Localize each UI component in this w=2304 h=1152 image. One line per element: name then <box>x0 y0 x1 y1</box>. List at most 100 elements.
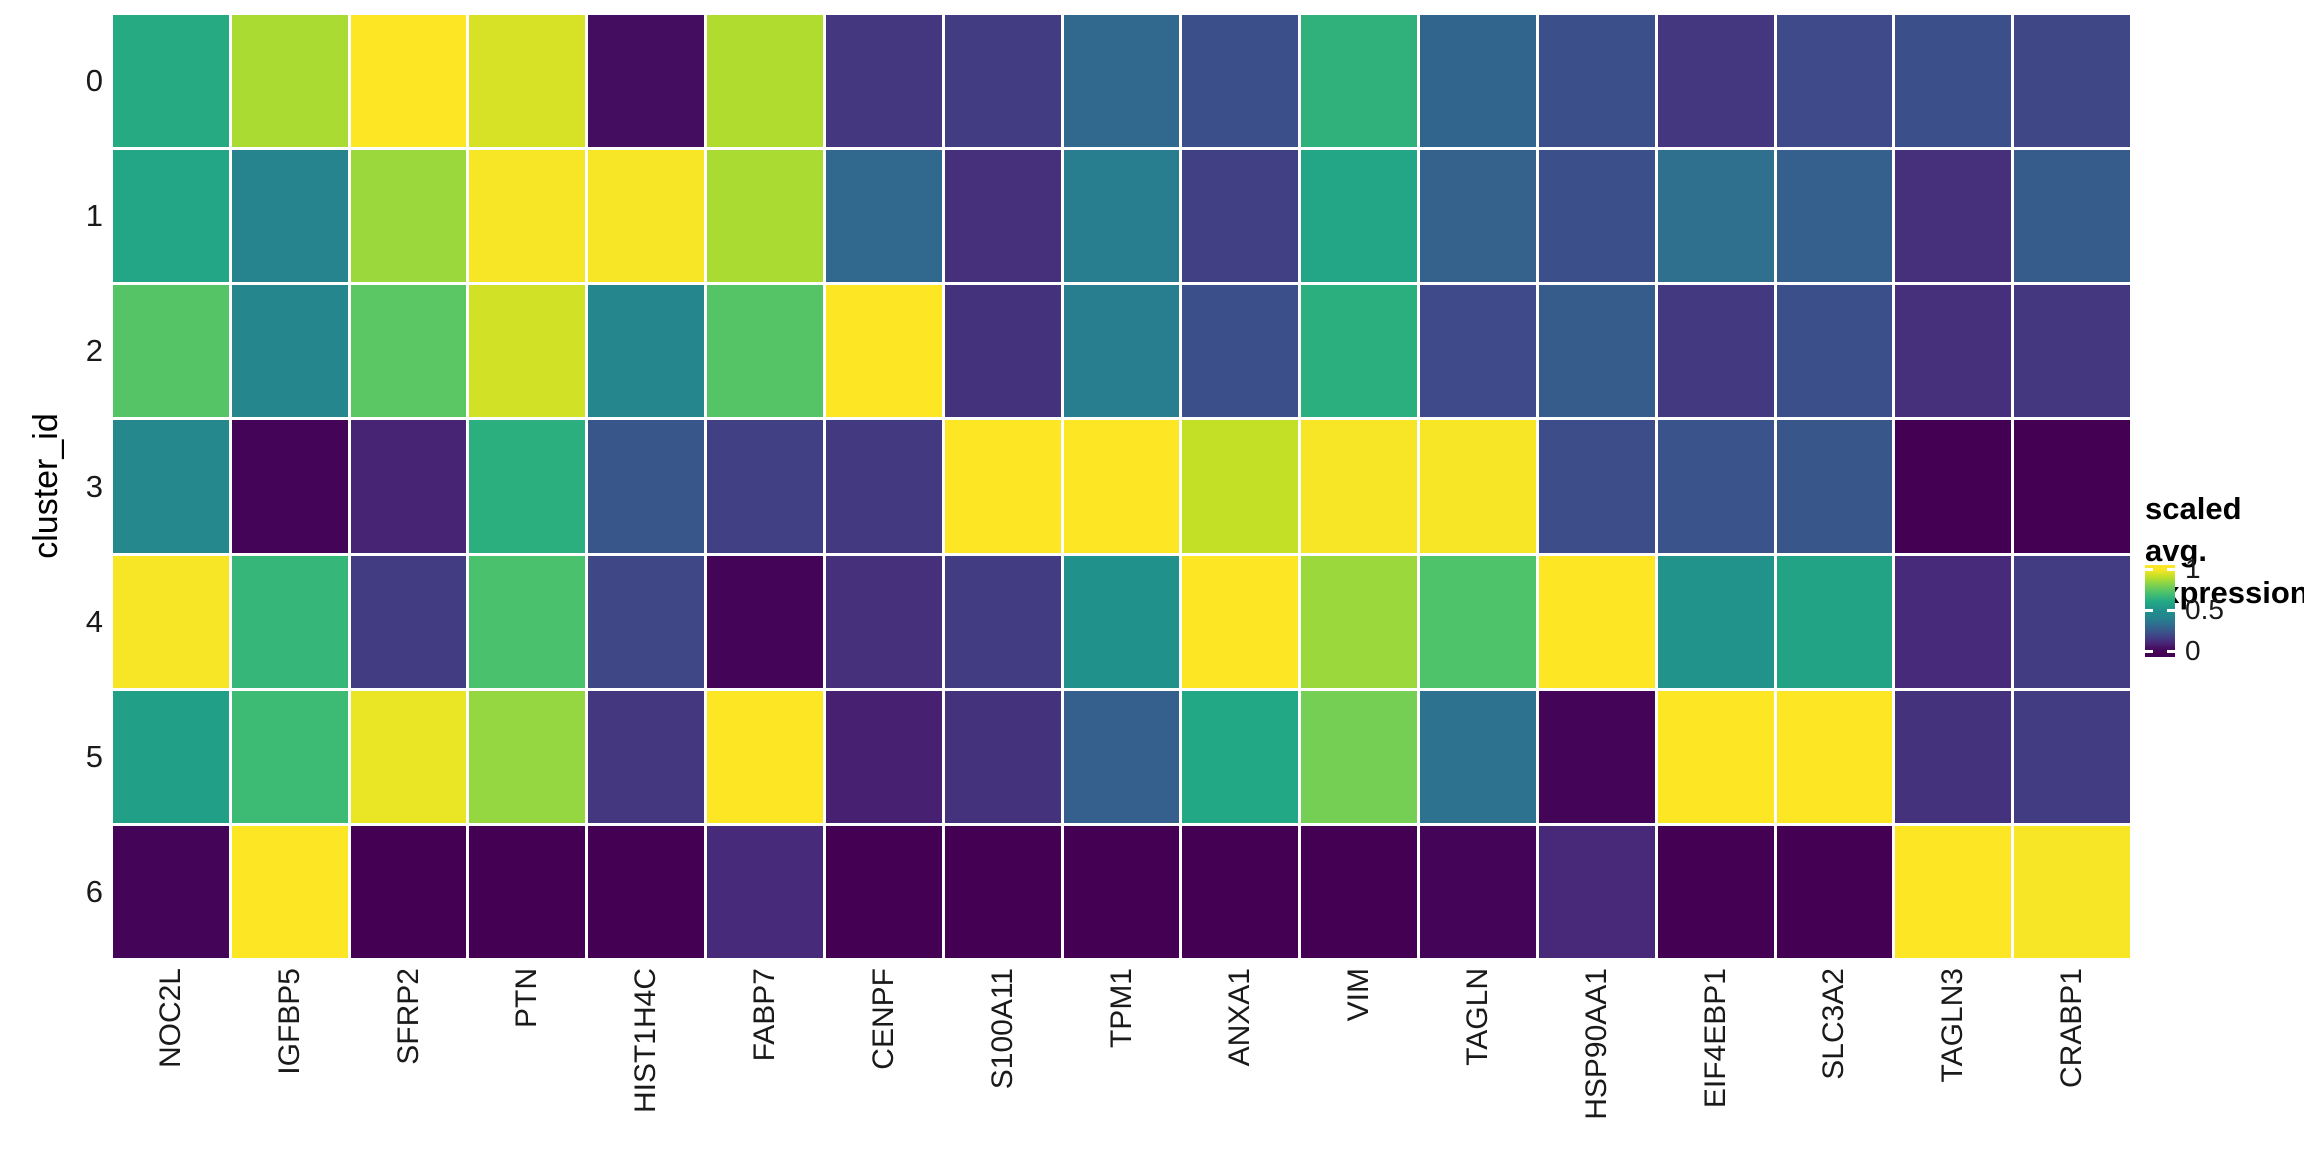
heatmap-cell <box>469 420 586 553</box>
heatmap-cell <box>1538 285 1655 418</box>
heatmap-cell <box>1657 285 1774 418</box>
heatmap-cell <box>231 555 348 688</box>
heatmap-cell <box>707 15 823 148</box>
heatmap-cell <box>231 690 348 823</box>
heatmap-cell <box>588 285 705 418</box>
heatmap-cell <box>1063 825 1180 958</box>
heatmap-cell <box>707 825 823 958</box>
heatmap-cell <box>469 690 586 823</box>
heatmap-cell <box>1776 15 1893 148</box>
heatmap-cell <box>231 285 348 418</box>
heatmap-cell <box>1895 15 2012 148</box>
y-axis-tick-label: 0 <box>85 63 103 99</box>
heatmap-cell <box>1301 15 1418 148</box>
heatmap-cell <box>825 825 942 958</box>
heatmap-cell <box>825 555 942 688</box>
heatmap-cell <box>1538 420 1655 553</box>
heatmap-cell <box>1420 420 1536 553</box>
heatmap-cell <box>707 420 823 553</box>
heatmap-cell <box>1895 825 2012 958</box>
heatmap-cell <box>1063 420 1180 553</box>
heatmap-cell <box>707 690 823 823</box>
heatmap-cell <box>113 150 229 283</box>
y-axis-tick-label: 2 <box>85 333 103 369</box>
legend-tick-label: 1 <box>2185 553 2201 584</box>
legend-tick-dash <box>2167 608 2175 612</box>
legend-tick-dash <box>2145 567 2153 571</box>
x-axis-tick-label: FABP7 <box>748 968 782 1062</box>
heatmap-cell <box>1895 555 2012 688</box>
heatmap-cell <box>1538 825 1655 958</box>
y-axis-tick-label: 4 <box>85 603 103 639</box>
heatmap-cell <box>707 150 823 283</box>
heatmap-cell <box>1420 555 1536 688</box>
heatmap-cell <box>1776 285 1893 418</box>
x-axis-tick-label: TAGLN <box>1460 968 1494 1066</box>
x-axis-tick-label: PTN <box>510 968 544 1028</box>
x-axis-tick-label: SFRP2 <box>391 968 425 1065</box>
heatmap-cell <box>1420 150 1536 283</box>
legend-tick-dash <box>2145 608 2153 612</box>
legend-tick-dash <box>2145 649 2153 653</box>
heatmap-cell <box>113 825 229 958</box>
heatmap-cell <box>2014 690 2130 823</box>
heatmap-cell <box>113 285 229 418</box>
heatmap-cell <box>113 15 229 148</box>
heatmap-cell <box>1063 285 1180 418</box>
heatmap-cell <box>944 15 1061 148</box>
heatmap-cell <box>469 285 586 418</box>
heatmap-cell <box>231 150 348 283</box>
legend-tick-label: 0.5 <box>2185 594 2224 625</box>
heatmap-cell <box>2014 15 2130 148</box>
heatmap-cell <box>113 420 229 553</box>
y-axis-tick-label: 1 <box>85 198 103 234</box>
heatmap-cell <box>469 150 586 283</box>
heatmap-cell <box>350 420 467 553</box>
legend-tick-dash <box>2167 649 2175 653</box>
legend: scaled avg. expression 1 0.5 0 <box>2145 488 2304 666</box>
heatmap-cell <box>1538 690 1655 823</box>
heatmap-cell <box>2014 150 2130 283</box>
heatmap-cell <box>707 285 823 418</box>
heatmap-cell <box>113 690 229 823</box>
heatmap-cell <box>825 690 942 823</box>
heatmap-cell <box>1182 285 1299 418</box>
heatmap-cell <box>2014 285 2130 418</box>
heatmap-cell <box>1182 15 1299 148</box>
heatmap-cell <box>944 555 1061 688</box>
heatmap-cell <box>1182 150 1299 283</box>
heatmap-cell <box>113 555 229 688</box>
heatmap-cell <box>944 690 1061 823</box>
heatmap-cell <box>588 150 705 283</box>
heatmap-cell <box>2014 555 2130 688</box>
heatmap-cell <box>825 285 942 418</box>
heatmap-cell <box>1657 825 1774 958</box>
heatmap-cell <box>1301 420 1418 553</box>
heatmap-cell <box>825 15 942 148</box>
x-axis-tick-label: SLC3A2 <box>1817 968 1851 1080</box>
heatmap-cell <box>1776 825 1893 958</box>
heatmap-cell <box>1657 690 1774 823</box>
heatmap-cell <box>1420 825 1536 958</box>
x-axis-tick-label: NOC2L <box>153 968 187 1069</box>
heatmap-cell <box>1063 15 1180 148</box>
heatmap-cell <box>1776 690 1893 823</box>
heatmap-cell <box>350 825 467 958</box>
heatmap-cell <box>825 150 942 283</box>
heatmap-cell <box>1776 150 1893 283</box>
heatmap-cell <box>350 690 467 823</box>
heatmap-cell <box>1895 285 2012 418</box>
heatmap-cell <box>1657 150 1774 283</box>
x-axis-tick-label: EIF4EBP1 <box>1698 968 1732 1109</box>
heatmap-cell <box>350 555 467 688</box>
heatmap-cell <box>2014 825 2130 958</box>
heatmap-cell <box>944 420 1061 553</box>
heatmap-cell <box>1301 285 1418 418</box>
heatmap-cell <box>1301 690 1418 823</box>
heatmap-cell <box>1895 150 2012 283</box>
x-axis-tick-label: IGFBP5 <box>272 968 306 1075</box>
y-axis-tick-label: 3 <box>85 468 103 504</box>
heatmap-cell <box>469 15 586 148</box>
heatmap-cell <box>1657 555 1774 688</box>
